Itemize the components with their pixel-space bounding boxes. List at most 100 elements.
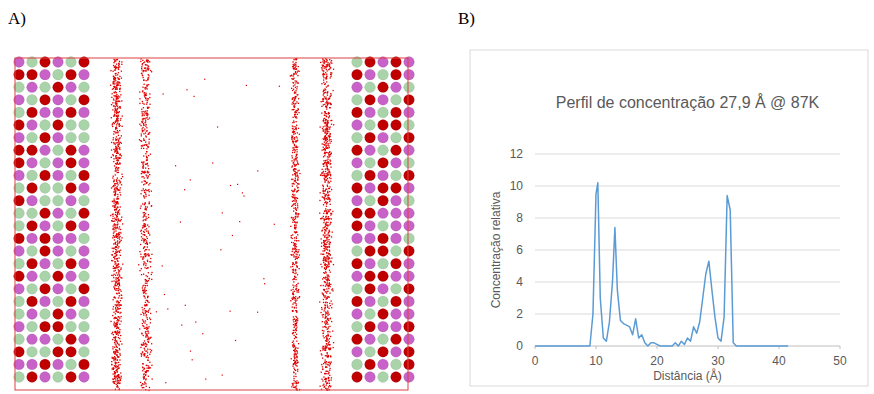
- molecule-dot: [114, 297, 115, 298]
- molecule-dot: [143, 231, 144, 232]
- molecule-dot: [293, 164, 294, 165]
- molecule-dot: [118, 320, 119, 321]
- molecule-dot: [147, 84, 148, 85]
- atom: [391, 94, 402, 105]
- molecule-dot: [296, 341, 297, 342]
- molecule-dot: [118, 65, 119, 66]
- molecule-dot: [294, 318, 295, 319]
- molecule-dot: [115, 127, 116, 128]
- molecule-dot: [144, 94, 145, 95]
- molecule-dot: [141, 233, 142, 234]
- molecule-dot: [139, 124, 140, 125]
- molecule-dot: [115, 75, 116, 76]
- atom: [53, 271, 64, 282]
- molecule-dot: [146, 228, 147, 229]
- molecule-dot: [296, 146, 297, 147]
- atom: [53, 321, 64, 332]
- molecule-dot: [116, 288, 117, 289]
- molecule-dot: [114, 67, 115, 68]
- molecule-dot: [116, 227, 117, 228]
- molecule-dot: [119, 130, 120, 131]
- molecule-dot: [147, 206, 148, 207]
- atom: [404, 157, 415, 168]
- molecule-dot: [145, 302, 146, 303]
- molecule-dot: [118, 167, 119, 168]
- molecule-dot: [114, 225, 115, 226]
- molecule-dot: [141, 353, 142, 354]
- atom: [27, 107, 38, 118]
- molecule-dot: [142, 87, 143, 88]
- molecule-dot: [293, 59, 294, 60]
- molecule-dot: [149, 183, 150, 184]
- molecule-dot: [115, 242, 116, 243]
- molecule-dot: [147, 335, 148, 336]
- molecule-dot: [140, 347, 141, 348]
- molecule-dot: [113, 280, 114, 281]
- molecule-dot: [293, 169, 294, 170]
- molecule-dot: [112, 154, 113, 155]
- molecule-dot: [294, 224, 295, 225]
- molecule-dot: [120, 85, 121, 86]
- molecule-dot: [113, 62, 114, 63]
- molecule-dot: [118, 63, 119, 64]
- atom: [53, 94, 64, 105]
- atom: [79, 195, 90, 206]
- atom: [391, 120, 402, 131]
- molecule-dot: [146, 130, 147, 131]
- molecule-dot: [113, 306, 114, 307]
- atom: [378, 208, 389, 219]
- molecule-dot: [119, 209, 120, 210]
- atom: [40, 170, 51, 181]
- molecule-dot: [296, 197, 297, 198]
- molecule-dot: [115, 251, 116, 252]
- molecule-dot: [145, 255, 146, 256]
- molecule-dot: [115, 358, 116, 359]
- molecule-dot: [144, 368, 145, 369]
- molecule-dot: [144, 92, 145, 93]
- molecule-dot: [292, 183, 293, 184]
- atom: [40, 296, 51, 307]
- molecule-dot: [113, 368, 114, 369]
- molecule-dot: [117, 170, 118, 171]
- molecule-dot: [115, 367, 116, 368]
- molecule-dot: [118, 180, 119, 181]
- molecule-dot: [116, 124, 117, 125]
- molecule-dot: [144, 355, 145, 356]
- molecule-dot: [142, 64, 143, 65]
- molecule-dot: [147, 261, 148, 262]
- molecule-dot: [119, 283, 120, 284]
- molecule-dot: [122, 115, 123, 116]
- molecule-dot: [117, 198, 118, 199]
- molecule-dot: [292, 272, 293, 273]
- molecule-dot: [115, 204, 116, 205]
- atom: [365, 145, 376, 156]
- molecule-dot: [292, 165, 293, 166]
- atom: [53, 246, 64, 257]
- molecule-dot: [147, 238, 148, 239]
- molecule-dot: [139, 98, 140, 99]
- molecule-dot: [112, 124, 113, 125]
- molecule-dot: [118, 112, 119, 113]
- molecule-dot: [145, 118, 146, 119]
- molecule-dot: [117, 224, 118, 225]
- molecule-dot: [117, 274, 118, 275]
- atom: [378, 233, 389, 244]
- molecule-dot: [117, 130, 118, 131]
- molecule-dot: [115, 89, 116, 90]
- molecule-dot: [148, 68, 149, 69]
- molecule-dot: [117, 258, 118, 259]
- atom: [378, 283, 389, 294]
- molecule-dot: [296, 330, 297, 331]
- molecule-dot: [114, 247, 115, 248]
- molecule-dot: [297, 82, 298, 83]
- molecule-dot: [145, 208, 146, 209]
- atom: [378, 321, 389, 332]
- molecule-dot: [120, 250, 121, 251]
- molecule-dot: [118, 264, 119, 265]
- molecule-dot: [292, 147, 293, 148]
- atom: [391, 233, 402, 244]
- atom: [79, 107, 90, 118]
- molecule-dot: [112, 332, 113, 333]
- molecule-dot: [116, 370, 117, 371]
- molecule-dot: [114, 237, 115, 238]
